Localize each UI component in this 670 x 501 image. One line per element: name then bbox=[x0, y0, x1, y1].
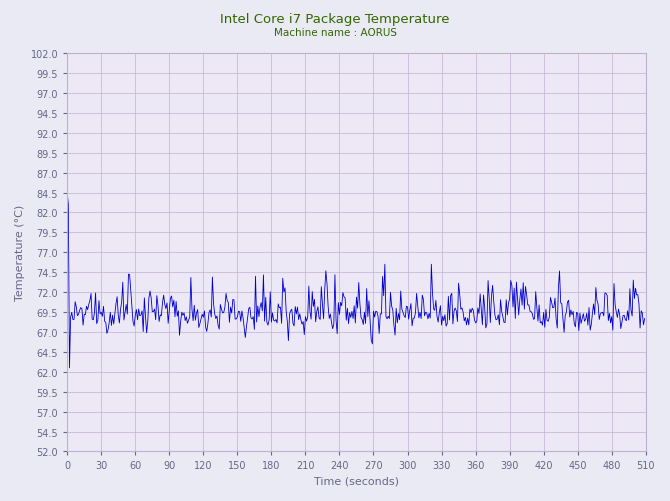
Text: Intel Core i7 Package Temperature: Intel Core i7 Package Temperature bbox=[220, 13, 450, 26]
Y-axis label: Temperature (°C): Temperature (°C) bbox=[15, 205, 25, 301]
X-axis label: Time (seconds): Time (seconds) bbox=[314, 476, 399, 486]
Text: Machine name : AORUS: Machine name : AORUS bbox=[273, 28, 397, 38]
